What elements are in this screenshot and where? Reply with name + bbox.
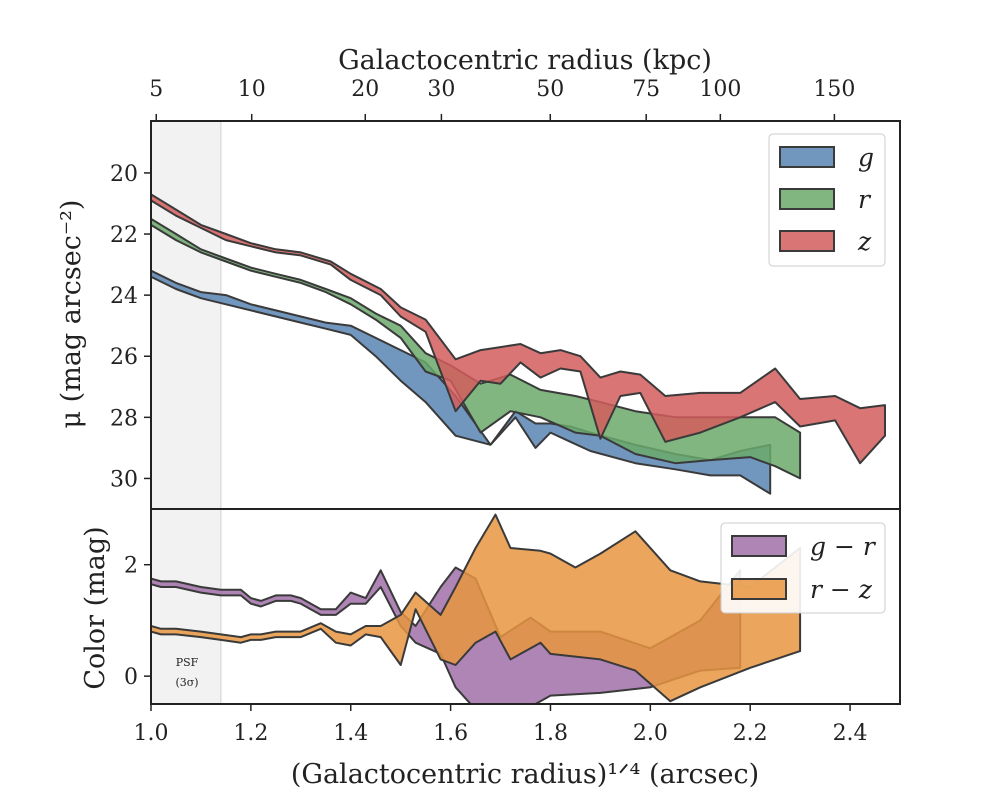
bottom-panel-frame <box>150 508 901 705</box>
top-ytick-label-0: 20 <box>110 162 138 187</box>
psf-label-line1: PSF <box>176 656 199 669</box>
legend-top-label-2: z <box>857 227 872 256</box>
bottom-xtick-label-4: 1.8 <box>533 721 568 746</box>
top-panel-ylabel: μ (mag arcsec⁻²) <box>56 200 87 429</box>
bottom-panel-ylabel: Color (mag) <box>80 526 111 689</box>
psf-region-bottom <box>151 509 221 704</box>
legend-top-swatch-0 <box>779 146 835 168</box>
legend-top-label-1: r <box>858 185 872 214</box>
top-xtick-label-5: 75 <box>632 77 660 102</box>
top-series-group <box>151 193 886 495</box>
bottom-xtick-label-7: 2.4 <box>833 721 868 746</box>
axis-ticks-group: 20 22 24 26 28 30 0 2 1.0 1.2 1.4 1.6 1.8 2.0 2.2 2.4 5 1… <box>110 77 868 746</box>
top-xtick-label-7: 150 <box>813 77 855 102</box>
legend-top-swatch-1 <box>779 188 835 210</box>
bottom-ytick-label-1: 2 <box>124 554 138 579</box>
bottom-axis-title: (Galactocentric radius)¹ᐟ⁴ (arcsec) <box>291 759 759 790</box>
bottom-xtick-label-3: 1.6 <box>433 721 468 746</box>
legend-top-label-0: g <box>858 143 874 172</box>
top-band-1 <box>151 217 802 480</box>
bottom-series-group <box>151 513 802 704</box>
top-xtick-label-2: 20 <box>351 77 379 102</box>
top-xtick-label-3: 30 <box>427 77 455 102</box>
bottom-band-1 <box>151 513 802 703</box>
top-xtick-label-4: 50 <box>536 77 564 102</box>
top-ytick-label-3: 26 <box>110 345 138 370</box>
top-ytick-label-5: 30 <box>110 467 138 492</box>
bottom-xtick-label-1: 1.2 <box>233 721 268 746</box>
top-xtick-label-6: 100 <box>699 77 741 102</box>
bottom-xtick-label-2: 1.4 <box>333 721 368 746</box>
bottom-xtick-label-6: 2.2 <box>733 721 768 746</box>
top-band-0 <box>151 269 772 495</box>
psf-label-line2: (3σ) <box>175 676 198 689</box>
legend-bottom: g − r r − z <box>720 522 886 614</box>
bottom-xtick-label-5: 2.0 <box>633 721 668 746</box>
legend-top-swatch-2 <box>779 230 835 252</box>
top-ytick-label-1: 22 <box>110 223 138 248</box>
bottom-ytick-label-0: 0 <box>124 665 138 690</box>
top-ytick-label-4: 28 <box>110 406 138 431</box>
legend-bottom-swatch-1 <box>731 578 787 600</box>
legend-bottom-swatch-0 <box>731 535 787 557</box>
legend-bottom-label-0: g − r <box>810 532 877 561</box>
top-ytick-label-2: 24 <box>110 284 138 309</box>
top-band-2 <box>151 193 886 465</box>
top-xtick-label-1: 10 <box>238 77 266 102</box>
psf-region-top <box>151 121 221 509</box>
legend-top: grz <box>768 133 886 267</box>
top-xtick-label-0: 5 <box>149 77 163 102</box>
top-axis-title: Galactocentric radius (kpc) <box>338 45 712 76</box>
bottom-xtick-label-0: 1.0 <box>134 721 169 746</box>
legend-bottom-label-1: r − z <box>810 575 873 604</box>
